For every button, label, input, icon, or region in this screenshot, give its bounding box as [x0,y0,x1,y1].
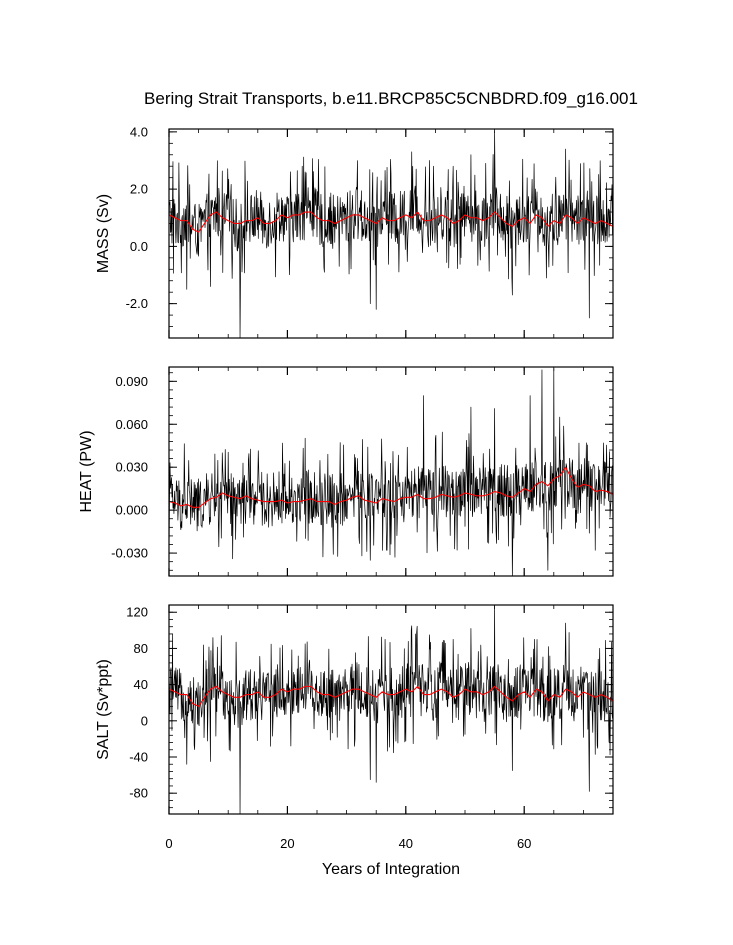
heat-series-layer [169,368,613,576]
salt-series-layer [169,605,613,814]
heat-ytick-label: 0.060 [115,417,148,432]
x-tick-label: 40 [399,836,413,851]
heat-panel: -0.030 0.000 0.030 0.060 0.090 HEAT (PW) [78,366,614,577]
x-tick-label: 20 [280,836,294,851]
salt-axis-layer: -80 -40 0 40 80 120 0 20 40 60 [126,604,614,851]
mass-ytick-label: 2.0 [130,182,148,197]
mass-series-annual-line [169,211,613,233]
mass-series-monthly-line [169,131,613,338]
salt-ytick-label: 0 [141,713,148,728]
heat-ytick-label: 0.030 [115,460,148,475]
mass-axis-layer: -2.0 0.0 2.0 4.0 [126,124,614,339]
salt-panel: -80 -40 0 40 80 120 0 20 40 60 SALT (Sv*ppt) [95,604,614,851]
mass-panel: -2.0 0.0 2.0 4.0 MASS (Sv) [95,124,614,339]
x-tick-label: 60 [517,836,531,851]
mass-plot-frame [168,128,614,339]
salt-ytick-label: 40 [134,677,148,692]
heat-ylabel: HEAT (PW) [78,430,95,512]
salt-ytick-label: 80 [134,641,148,656]
heat-series-monthly-line [169,368,613,576]
salt-ytick-label: 120 [126,605,148,620]
heat-ytick-label: -0.030 [111,546,148,561]
mass-ytick-label: -2.0 [126,296,148,311]
chart-title: Bering Strait Transports, b.e11.BRCP85C5… [144,89,638,108]
mass-series-layer [169,131,613,338]
salt-series-monthly-line [169,605,613,814]
heat-ytick-label: 0.090 [115,374,148,389]
heat-ytick-label: 0.000 [115,503,148,518]
salt-series-annual-line [169,685,613,707]
salt-ytick-label: -80 [129,786,148,801]
mass-ytick-label: 4.0 [130,124,148,139]
salt-plot-frame [168,604,614,815]
heat-plot-frame [168,366,614,577]
heat-series-annual-line [169,466,613,508]
mass-ytick-label: 0.0 [130,239,148,254]
mass-ylabel: MASS (Sv) [95,194,112,273]
salt-ytick-label: -40 [129,750,148,765]
x-tick-label: 0 [165,836,172,851]
heat-axis-layer: -0.030 0.000 0.030 0.060 0.090 [111,366,614,577]
x-axis-label: Years of Integration [322,861,460,878]
salt-ylabel: SALT (Sv*ppt) [95,659,112,760]
